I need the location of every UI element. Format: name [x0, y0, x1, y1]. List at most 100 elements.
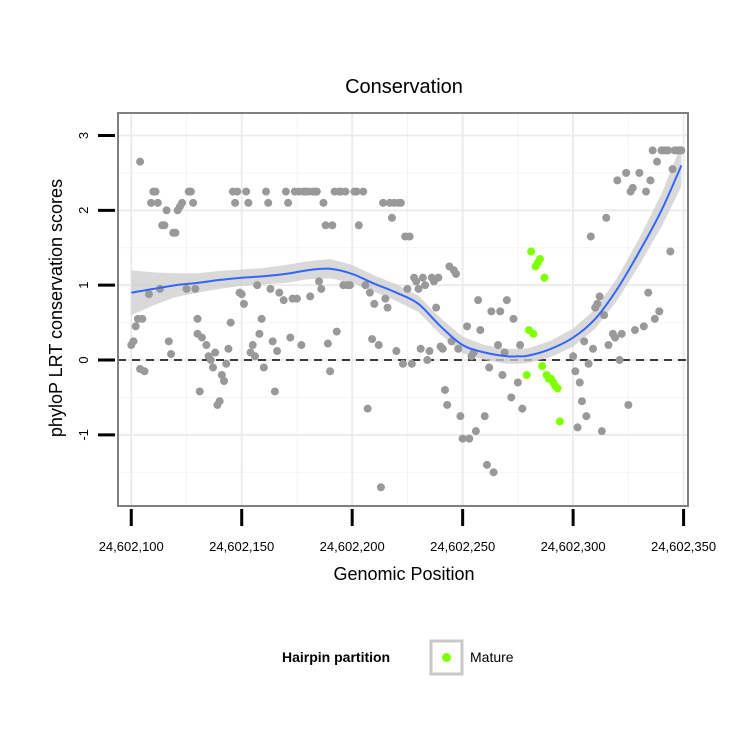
data-point-other — [480, 412, 489, 421]
data-point-other — [664, 146, 673, 155]
data-point-other — [392, 347, 401, 356]
points-mature — [522, 247, 564, 426]
data-point-other — [284, 198, 293, 207]
data-point-other — [485, 363, 494, 372]
data-point-other — [321, 221, 330, 230]
data-point-other — [317, 284, 326, 293]
x-tick-label: 24,602,150 — [209, 539, 274, 554]
y-tick-label: -1 — [76, 429, 91, 441]
legend-key-box — [429, 639, 464, 676]
data-point-other — [648, 146, 657, 155]
data-point-other — [407, 359, 416, 368]
legend-label-mature: Mature — [470, 649, 514, 665]
data-point-other — [405, 232, 414, 241]
x-axis: 24,602,100 24,602,150 24,602,200 24,602,250… — [99, 509, 716, 554]
data-point-other — [202, 341, 211, 350]
data-point-other — [262, 187, 271, 196]
data-point-other — [463, 322, 472, 331]
data-point-other — [458, 434, 467, 443]
data-point-other — [573, 423, 582, 432]
data-point-other — [131, 322, 140, 331]
data-point-other — [244, 198, 253, 207]
panel-border — [117, 112, 689, 507]
data-point-other — [178, 198, 187, 207]
data-point-other — [655, 307, 664, 316]
data-point-other — [224, 344, 233, 353]
data-point-other — [381, 294, 390, 303]
data-point-other — [399, 359, 407, 368]
data-point-other — [292, 294, 301, 303]
data-point-other — [571, 367, 580, 376]
data-point-other — [666, 247, 675, 256]
legend-key-mature-dot — [442, 653, 451, 662]
data-point-other — [379, 198, 388, 207]
data-point-other — [365, 288, 374, 297]
data-point-other — [628, 183, 637, 192]
data-point-other — [383, 303, 392, 312]
data-point-other — [345, 281, 354, 290]
data-point-other — [211, 348, 220, 357]
data-point-other — [593, 299, 602, 308]
data-point-other — [642, 187, 651, 196]
data-point-other — [414, 284, 423, 293]
data-point-other — [630, 326, 639, 335]
data-point-mature — [535, 254, 544, 263]
data-point-other — [319, 198, 328, 207]
data-point-other — [136, 157, 145, 166]
data-point-other — [352, 187, 361, 196]
data-point-other — [489, 468, 498, 477]
data-point-other — [653, 157, 662, 166]
x-tick-label: 24,602,250 — [430, 539, 495, 554]
data-point-other — [443, 400, 452, 409]
data-point-other — [635, 168, 644, 177]
data-point-other — [569, 352, 578, 361]
data-point-other — [471, 427, 480, 436]
data-point-other — [233, 187, 242, 196]
data-point-other — [151, 187, 160, 196]
data-point-other — [270, 387, 279, 396]
data-point-other — [153, 198, 162, 207]
data-point-other — [500, 348, 509, 357]
data-point-other — [668, 165, 677, 174]
data-point-other — [186, 187, 195, 196]
data-point-mature — [553, 384, 562, 393]
data-point-other — [624, 400, 633, 409]
data-point-other — [341, 187, 350, 196]
x-axis-title: Genomic Position — [333, 564, 474, 584]
data-point-other — [281, 187, 290, 196]
data-point-other — [476, 326, 485, 335]
data-point-other — [226, 318, 235, 327]
legend: Hairpin partition Mature — [282, 639, 514, 676]
data-point-other — [418, 273, 427, 282]
y-tick-label: 3 — [76, 132, 91, 139]
data-point-other — [600, 311, 609, 320]
data-point-other — [279, 296, 288, 305]
data-point-other — [129, 337, 138, 346]
data-point-other — [396, 198, 405, 207]
y-tick-label: 0 — [76, 356, 91, 363]
data-point-other — [162, 206, 171, 215]
data-point-other — [507, 393, 516, 402]
data-point-other — [454, 344, 463, 353]
data-point-other — [328, 221, 337, 230]
data-point-other — [456, 412, 465, 421]
data-point-other — [286, 333, 295, 342]
data-point-other — [622, 168, 631, 177]
data-point-other — [237, 290, 246, 299]
data-point-other — [617, 329, 626, 338]
data-point-other — [197, 333, 206, 342]
data-point-other — [440, 385, 449, 394]
data-point-other — [494, 341, 502, 350]
data-point-other — [167, 350, 176, 359]
data-point-other — [359, 187, 368, 196]
data-point-other — [259, 363, 268, 372]
x-tick-label: 24,602,100 — [99, 539, 164, 554]
points-other — [127, 146, 686, 492]
data-point-other — [323, 339, 332, 348]
data-point-other — [363, 404, 372, 413]
data-point-other — [577, 397, 586, 406]
data-point-other — [438, 344, 447, 353]
data-point-other — [193, 314, 202, 323]
data-point-other — [597, 427, 606, 436]
